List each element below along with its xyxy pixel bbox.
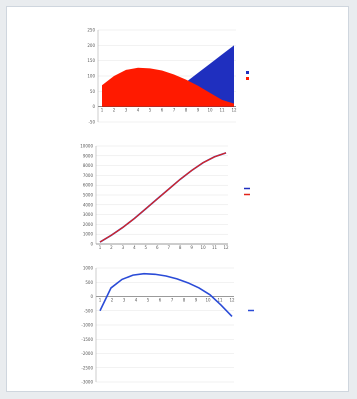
x-tick-label-2-9: 10 <box>205 298 211 303</box>
x-tick-label-1-1: 2 <box>110 245 113 250</box>
y-tick-label-2-1: 500 <box>85 280 93 285</box>
y-tick-label-1-2: 8000 <box>83 163 94 168</box>
y-tick-label-2-5: -1500 <box>81 337 93 342</box>
x-tick-label-0-5: 6 <box>161 108 164 113</box>
y-tick-label-1-0: 10000 <box>80 144 93 149</box>
y-tick-label-0-2: 150 <box>87 58 95 63</box>
x-tick-label-1-4: 5 <box>145 245 148 250</box>
x-tick-label-2-4: 5 <box>147 298 150 303</box>
y-tick-label-2-4: -1000 <box>81 323 93 328</box>
x-tick-label-0-1: 2 <box>113 108 116 113</box>
x-tick-label-0-0: 1 <box>101 108 104 113</box>
line-series-1-0 <box>99 152 227 243</box>
x-tick-label-2-2: 3 <box>123 298 126 303</box>
x-tick-label-1-3: 4 <box>133 245 136 250</box>
y-tick-label-0-1: 200 <box>87 43 95 48</box>
x-tick-label-1-5: 6 <box>156 245 159 250</box>
y-tick-label-0-4: 50 <box>90 89 96 94</box>
x-tick-label-0-3: 4 <box>137 108 140 113</box>
y-tick-label-0-3: 100 <box>87 74 95 79</box>
line-series-2-0 <box>99 272 233 318</box>
x-tick-label-0-9: 10 <box>207 108 213 113</box>
y-tick-label-0-5: 0 <box>92 104 95 109</box>
y-tick-label-1-8: 2000 <box>83 222 94 227</box>
y-tick-label-1-5: 5000 <box>83 193 94 198</box>
x-tick-label-0-8: 9 <box>197 108 200 113</box>
x-tick-label-1-9: 10 <box>201 245 207 250</box>
area-series-0-1 <box>102 67 234 107</box>
y-tick-label-1-4: 6000 <box>83 183 94 188</box>
line-series-1-1 <box>99 152 227 243</box>
legend-swatch-0-0 <box>246 71 249 74</box>
x-tick-label-0-7: 8 <box>185 108 188 113</box>
y-tick-label-2-3: -500 <box>84 308 94 313</box>
x-tick-label-2-3: 4 <box>135 298 138 303</box>
y-tick-label-2-7: -2500 <box>81 365 93 370</box>
x-tick-label-0-11: 12 <box>231 108 237 113</box>
y-tick-label-1-9: 1000 <box>83 232 94 237</box>
x-tick-label-2-7: 8 <box>183 298 186 303</box>
y-tick-label-2-6: -2000 <box>81 351 93 356</box>
x-tick-label-1-8: 9 <box>190 245 193 250</box>
y-tick-label-2-0: 1000 <box>83 266 94 271</box>
y-tick-label-1-1: 9000 <box>83 153 94 158</box>
x-tick-label-1-2: 3 <box>122 245 125 250</box>
x-tick-label-1-10: 11 <box>212 245 218 250</box>
x-tick-label-0-6: 7 <box>173 108 176 113</box>
y-tick-label-1-10: 0 <box>90 242 93 247</box>
x-tick-label-2-5: 6 <box>159 298 162 303</box>
legend-swatch-0-1 <box>246 77 249 80</box>
y-tick-label-0-6: -50 <box>88 120 95 125</box>
x-tick-label-2-10: 11 <box>217 298 223 303</box>
x-tick-label-1-0: 1 <box>99 245 102 250</box>
y-tick-label-2-8: -3000 <box>81 380 93 385</box>
y-tick-label-1-3: 7000 <box>83 173 94 178</box>
chart-page <box>6 6 349 392</box>
x-tick-label-2-1: 2 <box>111 298 114 303</box>
x-tick-label-2-6: 7 <box>171 298 174 303</box>
x-tick-label-1-11: 12 <box>223 245 229 250</box>
x-tick-label-0-4: 5 <box>149 108 152 113</box>
y-tick-label-1-7: 3000 <box>83 212 94 217</box>
x-tick-label-1-7: 8 <box>179 245 182 250</box>
x-tick-label-2-11: 12 <box>229 298 235 303</box>
x-tick-label-2-8: 9 <box>195 298 198 303</box>
y-tick-label-1-6: 4000 <box>83 202 94 207</box>
x-tick-label-0-2: 3 <box>125 108 128 113</box>
y-tick-label-2-2: 0 <box>90 294 93 299</box>
x-tick-label-1-6: 7 <box>167 245 170 250</box>
x-tick-label-2-0: 1 <box>99 298 102 303</box>
y-tick-label-0-0: 250 <box>87 28 95 33</box>
x-tick-label-0-10: 11 <box>219 108 225 113</box>
